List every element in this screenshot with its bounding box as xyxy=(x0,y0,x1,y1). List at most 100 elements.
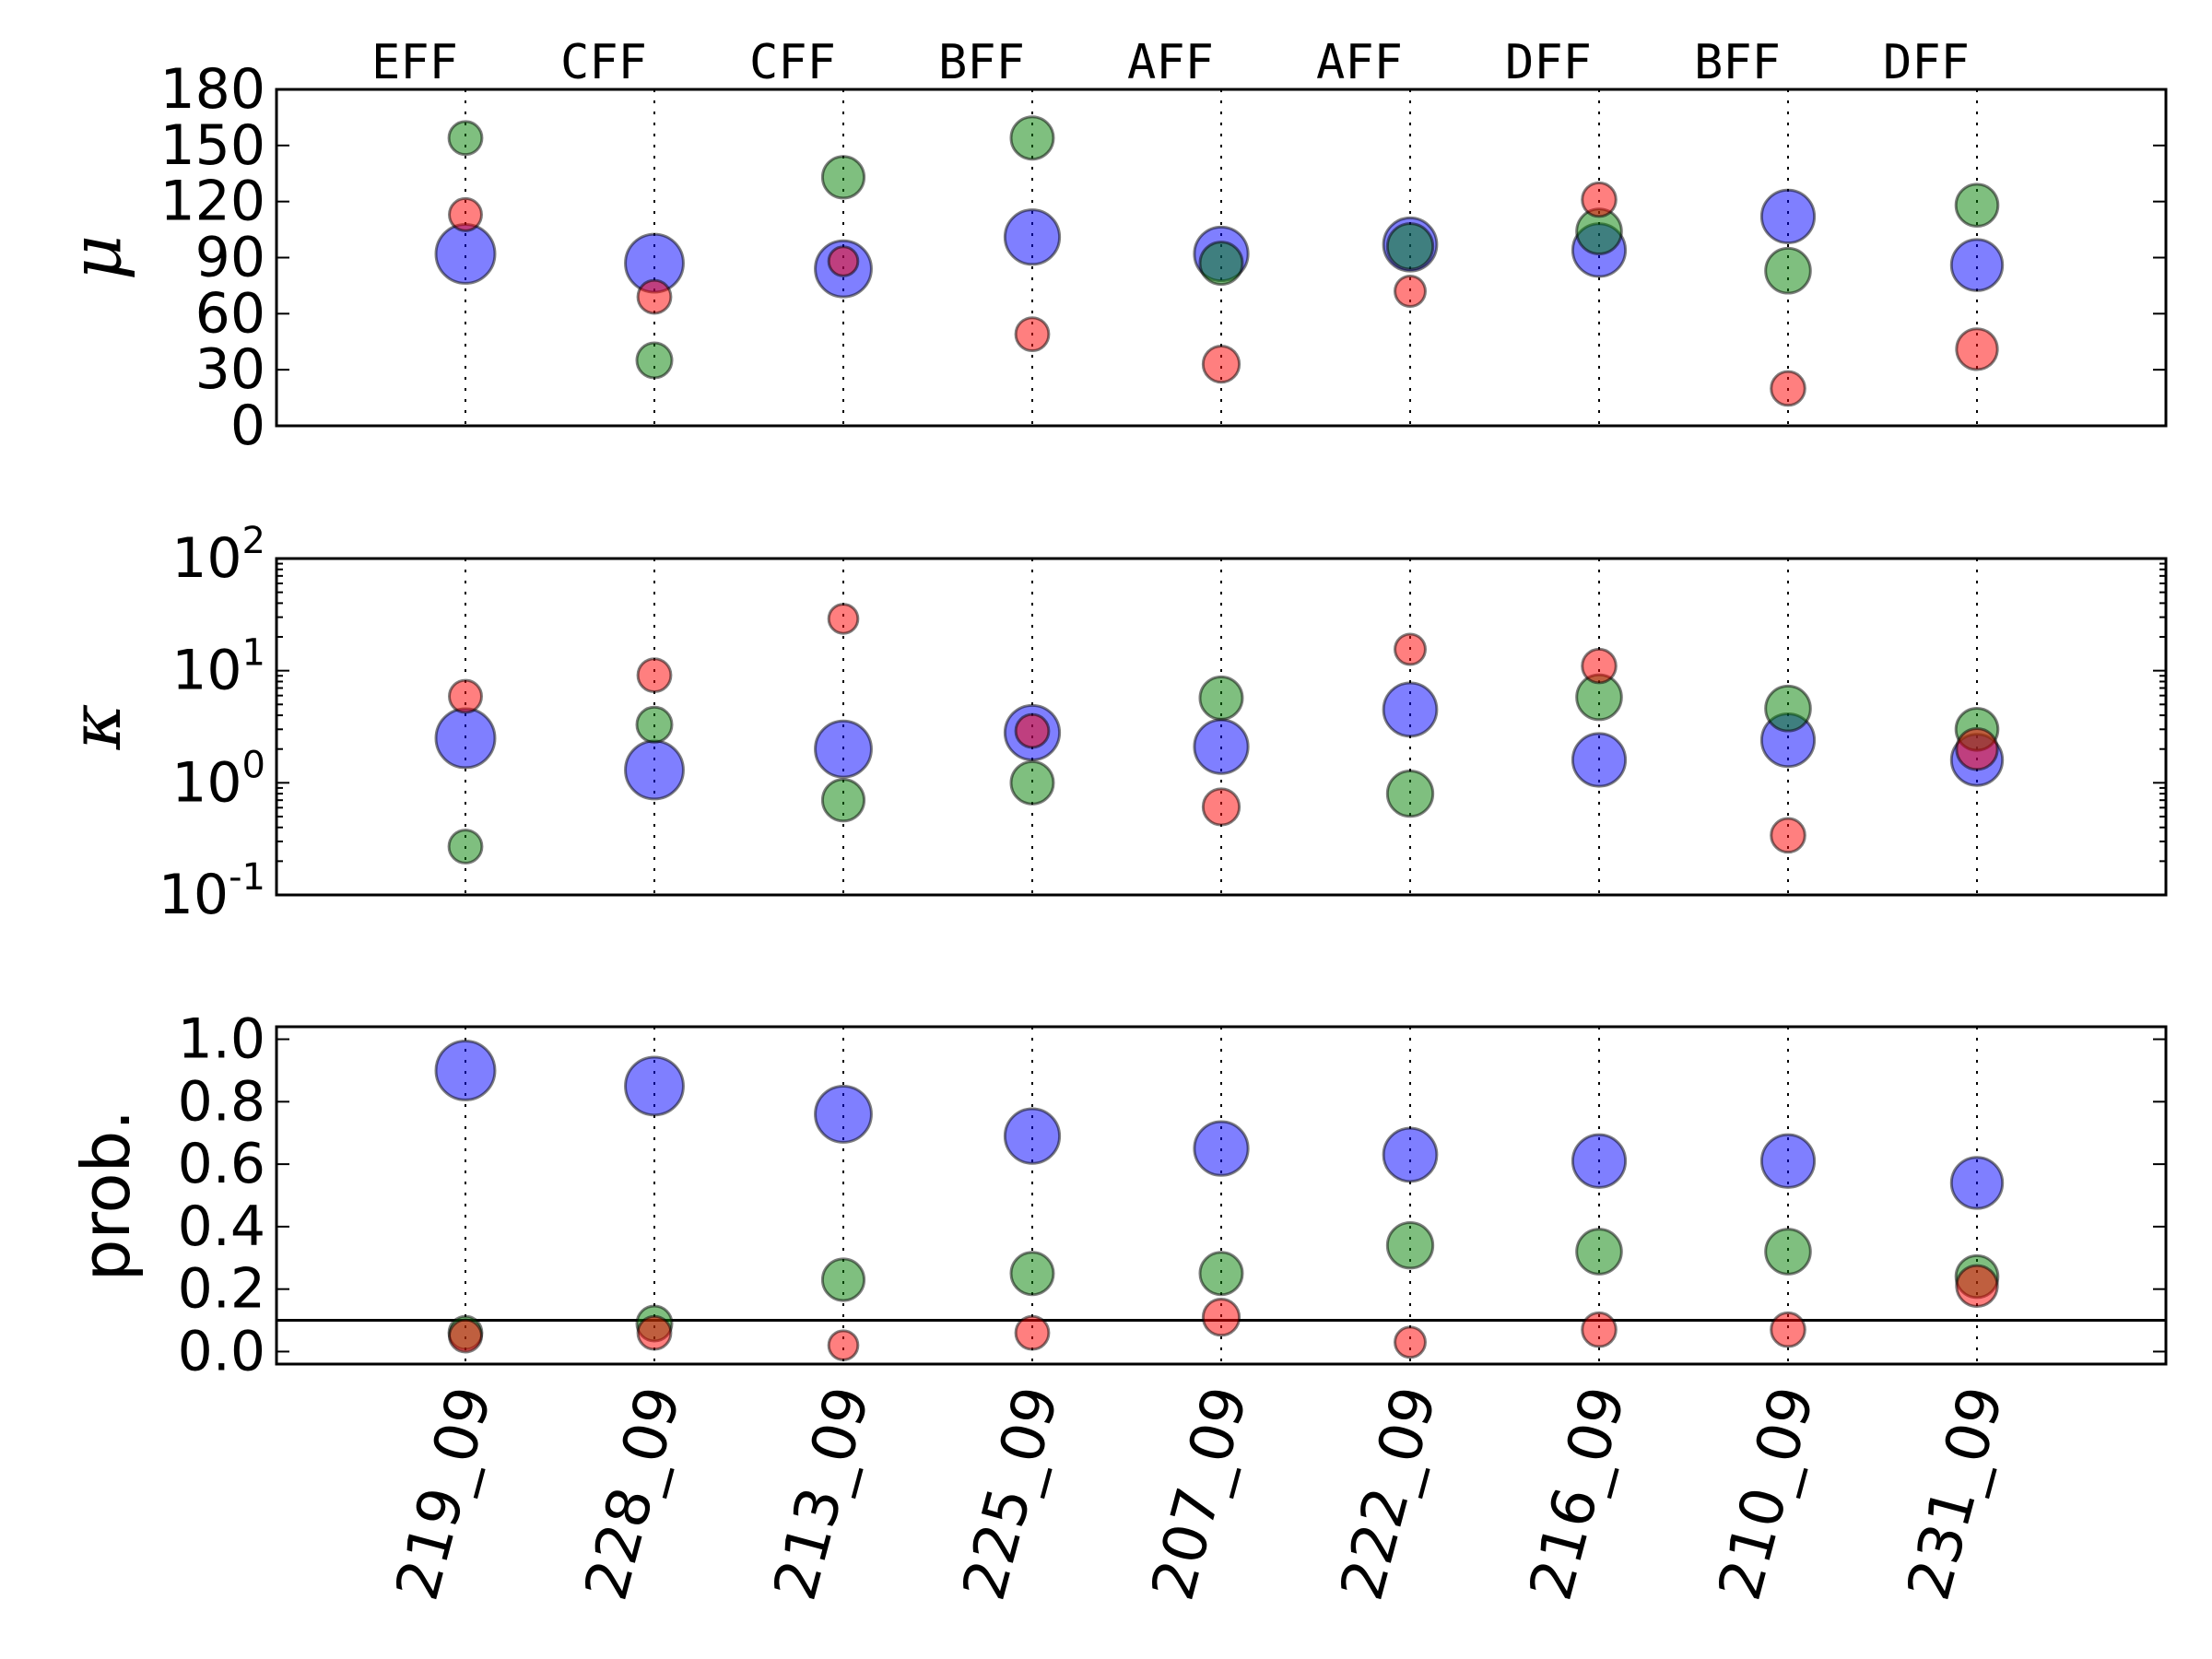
point-s2-222_09 xyxy=(1385,1221,1435,1270)
point-s1-225_09 xyxy=(1003,1107,1062,1165)
y-tick-label: 0.4 xyxy=(178,1194,265,1259)
point-s1-213_09 xyxy=(814,719,873,779)
condition-label: AFF xyxy=(1127,35,1214,90)
point-s3-216_09 xyxy=(1581,181,1618,218)
point-s1-222_09 xyxy=(1382,1126,1439,1183)
point-s3-219_09 xyxy=(448,678,483,714)
y-tick-label: 30 xyxy=(195,337,265,402)
point-s3-207_09 xyxy=(1201,1298,1241,1337)
y-axis-label: prob. xyxy=(67,1110,145,1281)
point-s2-228_09 xyxy=(635,705,674,744)
point-s2-225_09 xyxy=(1009,1251,1055,1297)
point-s3-207_09 xyxy=(1201,344,1241,384)
point-s2-207_09 xyxy=(1198,675,1244,721)
point-s2-210_09 xyxy=(1764,246,1812,295)
panel-frame xyxy=(275,557,2168,897)
y-tick-label: 0.6 xyxy=(178,1132,265,1196)
condition-label: AFF xyxy=(1316,35,1403,90)
y-axis-label: κ xyxy=(54,704,136,751)
condition-label: BFF xyxy=(1694,35,1781,90)
y-tick-label: 102 xyxy=(171,520,265,591)
point-s1-207_09 xyxy=(1193,718,1250,775)
point-s3-213_09 xyxy=(827,245,860,277)
y-tick-label: 1.0 xyxy=(178,1007,265,1072)
point-s1-228_09 xyxy=(624,1055,685,1117)
point-s3-231_09 xyxy=(1955,727,1999,771)
condition-label: DFF xyxy=(1883,35,1970,90)
point-s3-225_09 xyxy=(1014,316,1051,353)
point-s1-207_09 xyxy=(1193,1120,1250,1177)
point-s1-216_09 xyxy=(1571,1133,1628,1189)
point-s1-213_09 xyxy=(814,1084,873,1144)
point-s1-231_09 xyxy=(1949,1156,2005,1210)
point-s3-219_09 xyxy=(448,196,483,232)
point-s2-213_09 xyxy=(820,778,866,823)
point-s2-219_09 xyxy=(447,120,484,157)
point-s1-210_09 xyxy=(1759,1133,1817,1189)
point-s1-225_09 xyxy=(1003,208,1062,266)
point-s1-219_09 xyxy=(434,1039,497,1101)
y-tick-label: 0.0 xyxy=(178,1319,265,1383)
point-s1-222_09 xyxy=(1382,681,1439,738)
point-s3-222_09 xyxy=(1394,275,1427,308)
y-tick-label: 100 xyxy=(171,744,265,815)
y-tick-label: 0.2 xyxy=(178,1257,265,1322)
point-s2-228_09 xyxy=(635,341,674,380)
condition-label: CFF xyxy=(560,35,647,90)
point-s2-216_09 xyxy=(1575,1228,1623,1276)
point-s1-219_09 xyxy=(434,707,497,770)
point-s3-213_09 xyxy=(827,1329,860,1361)
panel-frame xyxy=(275,1025,2168,1366)
y-axis-label: μ xyxy=(54,235,136,280)
point-s3-219_09 xyxy=(448,1318,483,1354)
point-s3-216_09 xyxy=(1581,1311,1618,1348)
y-tick-label: 101 xyxy=(171,632,265,703)
point-s2-225_09 xyxy=(1009,115,1055,161)
point-s1-228_09 xyxy=(624,739,685,801)
condition-label: EFF xyxy=(371,35,458,90)
point-s2-231_09 xyxy=(1954,182,2000,229)
point-s3-225_09 xyxy=(1014,1314,1051,1351)
condition-label: BFF xyxy=(938,35,1025,90)
point-s3-222_09 xyxy=(1394,1325,1427,1359)
point-s1-231_09 xyxy=(1949,238,2005,292)
point-s2-207_09 xyxy=(1198,241,1244,287)
point-s2-207_09 xyxy=(1198,1251,1244,1297)
y-tick-label: 120 xyxy=(159,170,265,234)
point-s3-210_09 xyxy=(1770,370,1806,407)
point-s3-210_09 xyxy=(1770,817,1806,854)
point-s3-228_09 xyxy=(636,278,673,315)
point-s2-213_09 xyxy=(820,1257,866,1302)
point-s1-210_09 xyxy=(1759,188,1817,245)
point-s3-231_09 xyxy=(1955,327,1999,371)
x-category-labels: 219_09 228_09 213_09 225_09 207_09 222_09 216_… xyxy=(383,1380,2017,1607)
point-s2-210_09 xyxy=(1764,684,1812,733)
point-s3-207_09 xyxy=(1201,787,1241,827)
point-s2-222_09 xyxy=(1385,769,1435,818)
point-s1-216_09 xyxy=(1571,732,1628,788)
y-tick-label: 180 xyxy=(159,57,265,122)
condition-label: DFF xyxy=(1505,35,1592,90)
panel-2: 10-1 100 101 102 κ xyxy=(54,520,2168,927)
point-s2-225_09 xyxy=(1009,759,1055,806)
condition-label: CFF xyxy=(749,35,836,90)
y-tick-label: 10-1 xyxy=(159,856,265,927)
point-s3-225_09 xyxy=(1014,712,1051,749)
point-s2-222_09 xyxy=(1385,222,1435,271)
y-tick-label: 90 xyxy=(195,226,265,290)
point-s3-216_09 xyxy=(1581,647,1618,685)
point-s3-213_09 xyxy=(827,603,860,635)
point-s3-210_09 xyxy=(1770,1311,1806,1348)
y-tick-label: 0.8 xyxy=(178,1069,265,1134)
condition-labels: EFF CFF CFF BFF AFF AFF DFF BFF DFF xyxy=(371,35,1970,90)
point-s2-219_09 xyxy=(447,829,484,865)
point-s3-228_09 xyxy=(636,657,673,694)
y-tick-label: 150 xyxy=(159,113,265,178)
y-tick-label: 60 xyxy=(195,281,265,346)
point-s1-219_09 xyxy=(434,222,497,285)
y-tick-label: 0 xyxy=(230,394,265,458)
